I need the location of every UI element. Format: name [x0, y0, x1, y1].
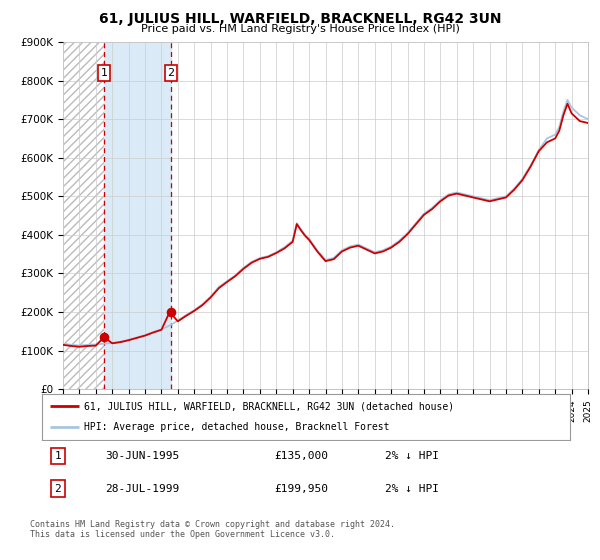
Text: 2% ↓ HPI: 2% ↓ HPI	[385, 484, 439, 493]
Text: 2: 2	[55, 484, 61, 493]
Point	[166, 307, 176, 316]
Text: 28-JUL-1999: 28-JUL-1999	[106, 484, 179, 493]
Text: 1: 1	[101, 68, 107, 78]
Text: Contains HM Land Registry data © Crown copyright and database right 2024.
This d: Contains HM Land Registry data © Crown c…	[30, 520, 395, 539]
Text: 30-JUN-1995: 30-JUN-1995	[106, 451, 179, 461]
Text: 61, JULIUS HILL, WARFIELD, BRACKNELL, RG42 3UN: 61, JULIUS HILL, WARFIELD, BRACKNELL, RG…	[99, 12, 501, 26]
Text: 2: 2	[167, 68, 175, 78]
Text: HPI: Average price, detached house, Bracknell Forest: HPI: Average price, detached house, Brac…	[84, 422, 390, 432]
Point	[99, 333, 109, 342]
Bar	[104, 42, 171, 389]
Bar	[63, 42, 104, 389]
Text: 1: 1	[55, 451, 61, 461]
Text: 61, JULIUS HILL, WARFIELD, BRACKNELL, RG42 3UN (detached house): 61, JULIUS HILL, WARFIELD, BRACKNELL, RG…	[84, 401, 454, 411]
Text: 2% ↓ HPI: 2% ↓ HPI	[385, 451, 439, 461]
Bar	[63, 42, 104, 389]
Text: Price paid vs. HM Land Registry's House Price Index (HPI): Price paid vs. HM Land Registry's House …	[140, 24, 460, 34]
Text: £135,000: £135,000	[274, 451, 328, 461]
Text: £199,950: £199,950	[274, 484, 328, 493]
